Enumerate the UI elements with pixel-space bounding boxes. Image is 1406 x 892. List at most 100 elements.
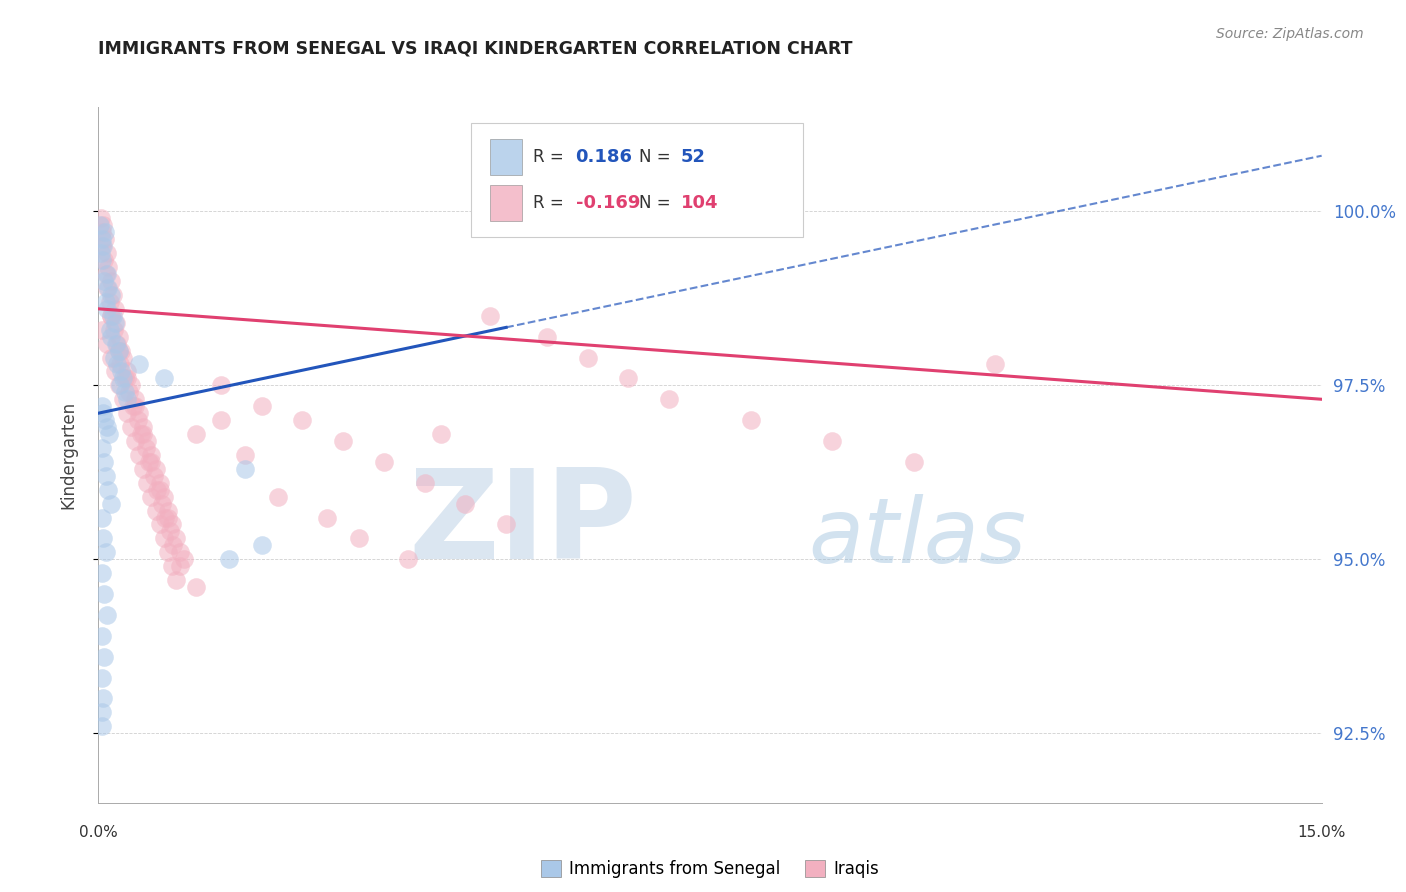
Point xyxy=(97,260,120,274)
Legend: Immigrants from Senegal, Iraqis: Immigrants from Senegal, Iraqis xyxy=(534,854,886,885)
Point xyxy=(173,552,195,566)
Point xyxy=(91,691,114,706)
Text: 0.0%: 0.0% xyxy=(79,825,118,840)
Point xyxy=(94,294,117,309)
Point xyxy=(218,552,240,566)
Point xyxy=(108,378,131,392)
Point xyxy=(115,392,138,407)
Point xyxy=(103,323,125,337)
Point xyxy=(91,566,114,581)
Point xyxy=(903,455,925,469)
Point xyxy=(91,323,114,337)
Text: atlas: atlas xyxy=(808,494,1026,582)
Point xyxy=(233,462,256,476)
Point xyxy=(156,510,179,524)
Point xyxy=(91,239,114,253)
Text: 15.0%: 15.0% xyxy=(1298,825,1346,840)
Point xyxy=(115,364,138,378)
Point xyxy=(100,329,122,343)
Text: -0.169: -0.169 xyxy=(575,194,640,212)
Point xyxy=(90,211,112,226)
Point xyxy=(93,649,115,664)
Point xyxy=(128,406,150,420)
Point xyxy=(111,392,134,407)
Point xyxy=(110,364,132,378)
Point xyxy=(128,358,150,372)
Point xyxy=(373,455,395,469)
Text: 0.186: 0.186 xyxy=(575,148,633,166)
Point xyxy=(94,232,117,246)
Point xyxy=(141,448,163,462)
Point xyxy=(162,538,184,552)
Point xyxy=(132,427,155,442)
Point xyxy=(165,532,187,546)
Point xyxy=(152,371,174,385)
Point xyxy=(115,406,138,420)
Point xyxy=(169,545,191,559)
Point xyxy=(97,281,120,295)
Point xyxy=(233,448,256,462)
Point xyxy=(96,267,118,281)
Point xyxy=(413,475,436,490)
Point xyxy=(96,336,118,351)
Point xyxy=(100,497,122,511)
Point xyxy=(96,607,118,622)
Point xyxy=(91,532,114,546)
Point xyxy=(103,351,125,365)
Point xyxy=(100,274,122,288)
Point xyxy=(94,413,117,427)
Point xyxy=(141,455,163,469)
Text: 104: 104 xyxy=(681,194,718,212)
Point xyxy=(89,219,111,233)
Point xyxy=(136,434,159,448)
Point xyxy=(104,364,127,378)
Point xyxy=(149,475,172,490)
Point xyxy=(149,517,172,532)
Point xyxy=(90,232,112,246)
Text: R =: R = xyxy=(533,194,569,212)
Point xyxy=(142,468,165,483)
Point xyxy=(94,267,117,281)
Point xyxy=(101,309,124,323)
Point xyxy=(111,351,134,365)
Text: 52: 52 xyxy=(681,148,706,166)
Text: Source: ZipAtlas.com: Source: ZipAtlas.com xyxy=(1216,27,1364,41)
Point xyxy=(121,399,143,413)
Point xyxy=(90,510,112,524)
Point xyxy=(90,246,112,260)
Point xyxy=(91,406,114,420)
Point xyxy=(124,399,146,413)
Point xyxy=(96,246,118,260)
Point xyxy=(108,343,131,358)
Text: IMMIGRANTS FROM SENEGAL VS IRAQI KINDERGARTEN CORRELATION CHART: IMMIGRANTS FROM SENEGAL VS IRAQI KINDERG… xyxy=(98,40,853,58)
Point xyxy=(349,532,371,546)
Point xyxy=(454,497,477,511)
Point xyxy=(209,378,232,392)
Point xyxy=(96,281,118,295)
Point xyxy=(90,719,112,733)
Point xyxy=(96,420,118,434)
Point xyxy=(149,483,172,497)
Point xyxy=(114,385,136,400)
Point xyxy=(267,490,290,504)
Point xyxy=(91,239,114,253)
Point xyxy=(156,545,179,559)
Point xyxy=(91,219,114,233)
Point xyxy=(396,552,419,566)
Point xyxy=(100,351,122,365)
Point xyxy=(93,455,115,469)
Point xyxy=(93,253,115,268)
Point xyxy=(150,497,173,511)
Point xyxy=(105,336,128,351)
Point xyxy=(94,468,117,483)
Point xyxy=(111,371,134,385)
Y-axis label: Kindergarten: Kindergarten xyxy=(59,401,77,509)
Point xyxy=(91,253,114,268)
Point xyxy=(129,427,152,442)
Point xyxy=(90,671,112,685)
Point xyxy=(186,427,208,442)
Point xyxy=(136,475,159,490)
Point xyxy=(576,351,599,365)
Point xyxy=(94,545,117,559)
Point xyxy=(132,462,155,476)
